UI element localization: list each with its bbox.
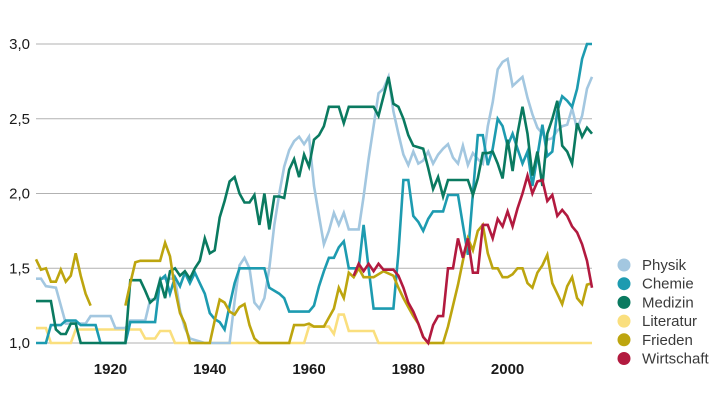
legend-dot-literatur <box>617 314 631 328</box>
x-axis-tick-label: 2000 <box>491 361 524 378</box>
series-line-medizin <box>36 76 593 345</box>
legend-dot-physik <box>617 258 631 272</box>
series-line-literatur <box>36 313 592 345</box>
y-axis-tick-label: 3,0 <box>9 36 30 53</box>
y-axis-tick-label: 2,5 <box>9 111 30 128</box>
legend-label-physik: Physik <box>642 257 687 274</box>
y-axis-tick-label: 2,0 <box>9 186 30 203</box>
y-axis-tick-label: 1,0 <box>9 335 30 352</box>
x-axis-tick-label: 1920 <box>94 361 127 378</box>
legend-dot-wirtschaft <box>617 352 631 365</box>
legend-label-chemie: Chemie <box>642 276 694 293</box>
series-line-chemie <box>36 42 592 345</box>
x-axis-tick-label: 1980 <box>392 361 425 378</box>
series-line-wirtschaft <box>352 170 594 346</box>
series-line-physik <box>36 56 594 345</box>
x-axis-tick-label: 1940 <box>193 361 226 378</box>
legend-label-frieden: Frieden <box>642 332 693 349</box>
y-axis-tick-label: 1,5 <box>9 260 30 277</box>
x-axis-tick-label: 1960 <box>292 361 325 378</box>
series-line-frieden <box>34 221 593 345</box>
legend-dot-medizin <box>617 295 631 309</box>
legend-label-medizin: Medizin <box>642 294 694 311</box>
legend-label-literatur: Literatur <box>642 313 697 330</box>
legend-dot-frieden <box>617 333 631 347</box>
legend-label-wirtschaft: Wirtschaft <box>642 351 710 368</box>
legend-dot-chemie <box>617 277 631 291</box>
